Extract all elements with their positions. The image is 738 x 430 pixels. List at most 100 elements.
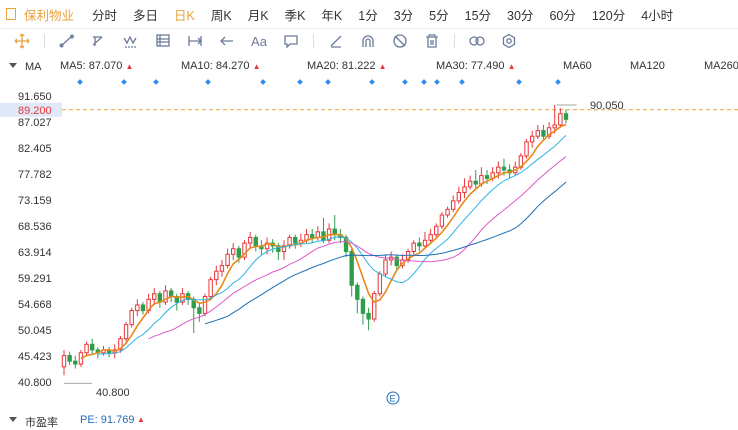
event-dot	[434, 79, 440, 85]
link-icon[interactable]	[467, 31, 487, 51]
candle-body	[163, 290, 168, 303]
max-annotation: 90.050	[590, 100, 624, 112]
candle-body	[428, 234, 433, 241]
hide-icon[interactable]	[390, 31, 410, 51]
y-tick-label: 91.650	[18, 91, 52, 103]
collapse-ma-icon[interactable]	[9, 63, 17, 68]
ma20-value: MA20: 81.222 ▲	[307, 60, 387, 72]
crosshair-icon[interactable]	[12, 31, 32, 51]
candle-body	[281, 245, 287, 253]
candle-body	[135, 304, 140, 312]
candle-body	[394, 256, 399, 267]
candle-body	[366, 312, 371, 320]
period-tab[interactable]: 周K	[210, 8, 232, 23]
candle-body	[253, 236, 258, 247]
ma-legend: MA MA5: 87.070 ▲ MA10: 84.270 ▲ MA20: 81…	[0, 58, 738, 76]
current-price-tag-bg	[0, 102, 62, 117]
event-dot	[555, 79, 561, 85]
period-tab[interactable]: 120分	[591, 8, 626, 23]
candle-body	[293, 236, 298, 244]
candle-body	[208, 279, 213, 298]
candle-body	[129, 310, 134, 326]
eraser-icon[interactable]	[326, 31, 346, 51]
period-tab[interactable]: 分时	[92, 8, 118, 23]
candle-body	[450, 200, 456, 210]
arrow-tool-icon[interactable]	[217, 31, 237, 51]
pe-indicator-name[interactable]: 市盈率	[25, 417, 58, 429]
ma-label[interactable]: MA	[25, 61, 42, 73]
wave-tool-icon[interactable]	[121, 31, 141, 51]
stock-square-icon[interactable]	[6, 8, 16, 20]
event-dot	[297, 79, 303, 85]
ma30-value: MA30: 77.490 ▲	[436, 60, 516, 72]
ma5-value: MA5: 87.070 ▲	[60, 60, 134, 72]
candle-body	[214, 270, 219, 281]
event-dot	[325, 79, 331, 85]
ma20-line	[148, 156, 567, 340]
candle-body	[377, 273, 383, 295]
period-tabs: 分时 多日 日K 周K 月K 季K 年K 1分 3分 5分 15分 30分 60分 120分 4小时	[84, 5, 681, 24]
candle-body	[231, 248, 236, 255]
candle-body	[225, 253, 230, 267]
settings-icon[interactable]	[499, 31, 519, 51]
period-tab[interactable]: 3分	[393, 8, 414, 23]
text-tool-icon[interactable]: Aa	[251, 33, 267, 49]
period-tab[interactable]: 60分	[549, 8, 576, 23]
collapse-pe-icon[interactable]	[9, 417, 17, 422]
ma10-line	[97, 135, 567, 355]
y-tick-label: 50.045	[18, 325, 52, 337]
candle-body	[67, 355, 72, 362]
period-tab[interactable]: 5分	[429, 8, 449, 23]
range-tool-icon[interactable]	[185, 31, 205, 51]
candle-body	[383, 259, 388, 275]
period-tab[interactable]: 30分	[507, 8, 534, 23]
candle-body	[541, 130, 546, 137]
candle-body	[484, 175, 490, 179]
ma260-value: MA260	[704, 60, 738, 72]
candle-body	[563, 113, 569, 120]
delete-icon[interactable]	[422, 31, 442, 51]
candle-body	[445, 208, 450, 216]
candle-body	[360, 298, 366, 314]
event-dot	[205, 79, 211, 85]
candle-body	[462, 186, 467, 193]
candle-body	[236, 248, 242, 258]
period-tab[interactable]: 4小时	[641, 8, 674, 23]
candle-body	[242, 242, 247, 258]
note-tool-icon[interactable]	[281, 31, 301, 51]
kline-chart[interactable]: 89.200 91.650 87.027 82.405 77.782 73.159 68.…	[0, 0, 738, 412]
candle-body	[434, 225, 439, 236]
candle-body	[558, 113, 563, 126]
event-dot	[77, 79, 83, 85]
candle-body	[343, 236, 349, 253]
line-tool-icon[interactable]	[57, 31, 77, 51]
event-dots	[77, 79, 561, 85]
stock-name[interactable]: 保利物业	[24, 8, 75, 23]
magnet-icon[interactable]	[358, 31, 378, 51]
period-tab[interactable]: 月K	[247, 8, 269, 23]
y-tick-label: 54.668	[18, 299, 52, 311]
period-tab[interactable]: 多日	[133, 8, 159, 23]
candle-body	[84, 343, 89, 354]
period-tab[interactable]: 日K	[174, 8, 195, 23]
event-dot	[121, 79, 127, 85]
period-tab[interactable]: 1分	[358, 8, 378, 23]
channel-tool-icon[interactable]	[89, 31, 109, 51]
candle-body	[411, 242, 416, 253]
fib-tool-icon[interactable]	[153, 31, 173, 51]
candle-body	[309, 234, 315, 238]
candle-body	[372, 293, 377, 320]
candle-body	[501, 166, 507, 171]
candle-body	[247, 236, 253, 244]
event-dot	[516, 79, 522, 85]
period-tab[interactable]: 年K	[321, 8, 343, 23]
candle-body	[152, 293, 157, 300]
ma5-line	[80, 123, 567, 360]
y-tick-label: 77.782	[18, 169, 52, 181]
candle-body	[180, 293, 185, 303]
pe-indicator-row: 市盈率 PE: 91.769 ▲	[0, 412, 738, 430]
period-tab[interactable]: 季K	[284, 8, 306, 23]
period-tab[interactable]: 15分	[464, 8, 492, 23]
y-tick-label: 73.159	[18, 195, 52, 207]
candle-body	[349, 251, 354, 286]
